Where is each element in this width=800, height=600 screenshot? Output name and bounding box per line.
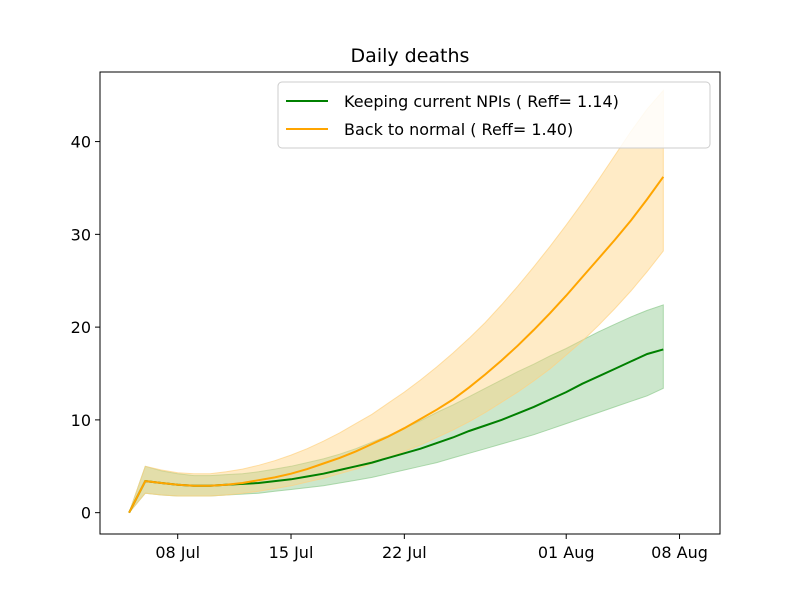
y-axis: 0 10 20 30 40 (71, 133, 100, 523)
x-tick-label: 22 Jul (382, 543, 427, 562)
y-tick-label: 0 (81, 504, 91, 523)
legend-box (277, 81, 711, 149)
x-tick-label: 08 Jul (155, 543, 200, 562)
series-lines (128, 176, 665, 514)
x-tick-label: 01 Aug (538, 543, 595, 562)
chart-title: Daily deaths (351, 45, 470, 67)
y-tick-label: 30 (71, 225, 91, 244)
x-tick-label: 15 Jul (269, 543, 314, 562)
band-series-1 (128, 304, 664, 514)
y-tick-label: 20 (71, 318, 91, 337)
legend: Keeping current NPIs ( Reff= 1.14) Back t… (277, 81, 711, 149)
plot-frame (99, 71, 721, 535)
line-series-2 (128, 176, 665, 514)
y-tick-label: 10 (71, 411, 91, 430)
confidence-bands (128, 89, 664, 514)
legend-label-series-1: Keeping current NPIs ( Reff= 1.14) (344, 92, 619, 111)
band-series-2 (128, 89, 664, 514)
legend-label-series-2: Back to normal ( Reff= 1.40) (344, 120, 573, 139)
y-tick-label: 40 (71, 133, 91, 152)
x-axis: 08 Jul 15 Jul 22 Jul 01 Aug 08 Aug (155, 534, 708, 562)
x-tick-label: 08 Aug (651, 543, 708, 562)
